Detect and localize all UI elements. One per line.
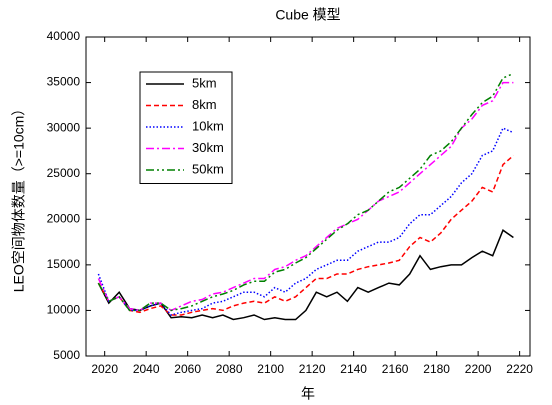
y-tick-label: 10000 — [47, 303, 81, 317]
y-tick-label: 40000 — [47, 29, 81, 43]
x-tick-label: 2160 — [382, 362, 409, 376]
plot-frame — [85, 36, 531, 357]
x-tick-label: 2180 — [423, 362, 450, 376]
x-tick-label: 2040 — [133, 362, 160, 376]
x-tick-label: 2060 — [174, 362, 201, 376]
legend-label: 5km — [192, 75, 217, 90]
series-line — [97, 72, 514, 312]
x-tick-label: 2200 — [465, 362, 492, 376]
y-tick-label: 5000 — [53, 348, 80, 362]
x-tick-label: 2080 — [216, 362, 243, 376]
y-tick-label: 25000 — [47, 166, 81, 180]
legend-label: 8km — [192, 97, 217, 112]
x-tick-label: 2120 — [299, 362, 326, 376]
y-tick-label: 15000 — [47, 257, 81, 271]
x-tick-label: 2220 — [506, 362, 533, 376]
series-line — [97, 154, 514, 316]
y-tick-label: 35000 — [47, 75, 81, 89]
x-tick-label: 2140 — [340, 362, 367, 376]
y-axis-label: LEO空间物体数量（>=10cm） — [11, 102, 27, 293]
chart-title: Cube 模型 — [275, 7, 340, 23]
y-tick-label: 20000 — [47, 211, 81, 225]
legend-label: 50km — [192, 161, 224, 176]
x-tick-label: 2100 — [257, 362, 284, 376]
x-tick-label: 2020 — [91, 362, 118, 376]
legend-box — [139, 71, 233, 184]
y-tick-label: 30000 — [47, 120, 81, 134]
legend-label: 10km — [192, 118, 224, 133]
legend-label: 30km — [192, 140, 224, 155]
series-line — [97, 81, 514, 312]
x-axis-label: 年 — [301, 386, 315, 402]
